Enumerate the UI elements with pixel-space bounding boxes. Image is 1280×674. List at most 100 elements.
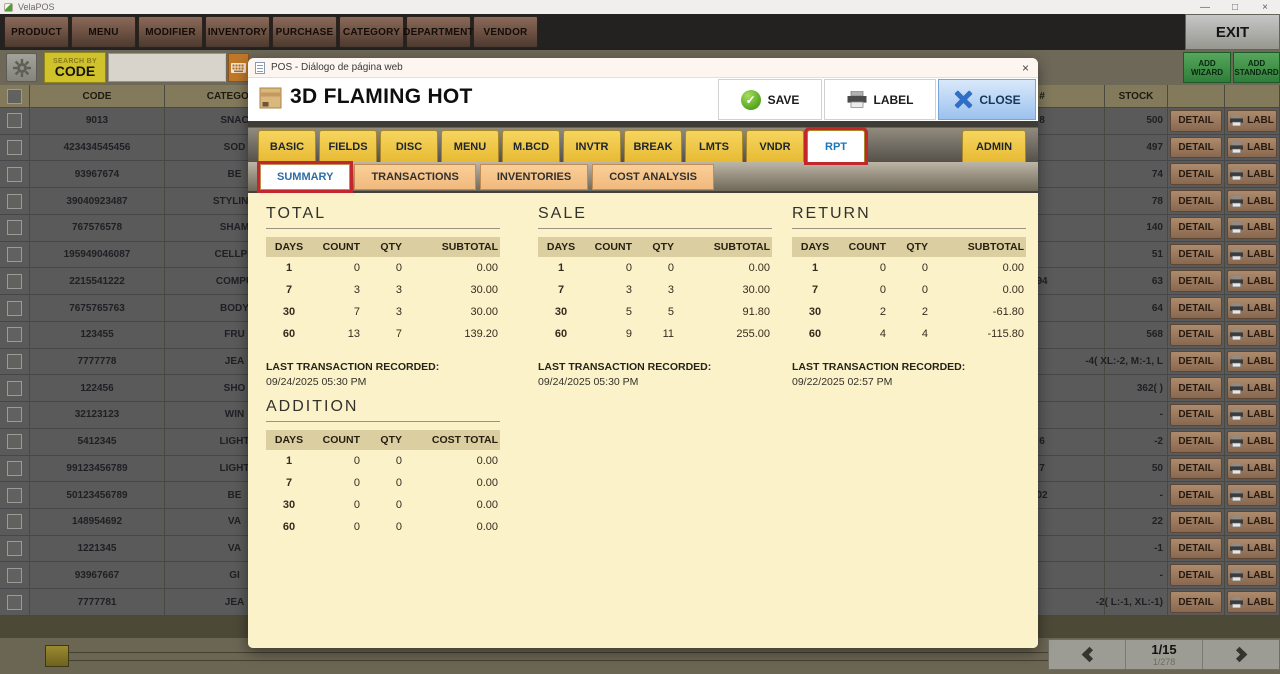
prev-page-button[interactable] (1049, 640, 1126, 669)
row-checkbox[interactable] (7, 380, 22, 396)
detail-button[interactable]: DETAIL (1170, 110, 1222, 132)
tab-admin[interactable]: ADMIN (962, 130, 1026, 162)
row-checkbox[interactable] (7, 113, 22, 129)
label-button[interactable]: LABL (1227, 136, 1277, 159)
detail-button[interactable]: DETAIL (1170, 270, 1222, 293)
subtab-summary[interactable]: SUMMARY (260, 163, 351, 190)
detail-button[interactable]: DETAIL (1170, 377, 1222, 400)
label-button[interactable]: LABL (1227, 484, 1277, 507)
menu-item-vendor[interactable]: VENDOR (473, 16, 538, 48)
label-button[interactable]: LABL (1227, 404, 1277, 426)
row-checkbox[interactable] (7, 460, 22, 476)
save-button[interactable]: ✓ SAVE (718, 79, 822, 120)
detail-button[interactable]: DETAIL (1170, 297, 1222, 319)
row-stock: -4( XL:-2, M:-1, L (1085, 348, 1168, 375)
settings-button[interactable] (6, 53, 37, 82)
label-button[interactable]: LABL (1227, 511, 1277, 533)
next-page-button[interactable] (1203, 640, 1279, 669)
label-button[interactable]: LABL (1227, 323, 1277, 346)
detail-button[interactable]: DETAIL (1170, 591, 1222, 613)
menu-item-purchase[interactable]: PURCHASE (272, 16, 337, 48)
row-checkbox[interactable] (7, 434, 22, 450)
add-standard-button[interactable]: ADD STANDARD (1233, 52, 1280, 83)
detail-button[interactable]: DETAIL (1170, 537, 1222, 560)
label-button[interactable]: LABL (1227, 110, 1277, 132)
menu-item-modifier[interactable]: MODIFIER (138, 16, 203, 48)
tab-menu[interactable]: MENU (441, 130, 499, 162)
tab-invtr[interactable]: INVTR (563, 130, 621, 162)
label-button[interactable]: LABL (1227, 430, 1277, 453)
row-checkbox[interactable] (7, 300, 22, 316)
row-checkbox[interactable] (7, 247, 22, 263)
tab-fields[interactable]: FIELDS (319, 130, 377, 162)
label-button[interactable]: LABL (1227, 377, 1277, 400)
label-button[interactable]: LABL (1227, 350, 1277, 373)
dialog-close-icon[interactable]: × (1021, 60, 1029, 75)
detail-button[interactable]: DETAIL (1170, 216, 1222, 239)
detail-button[interactable]: DETAIL (1170, 457, 1222, 480)
row-checkbox[interactable] (7, 353, 22, 369)
detail-button[interactable]: DETAIL (1170, 136, 1222, 159)
row-checkbox[interactable] (7, 487, 22, 503)
menu-item-department[interactable]: DEPARTMENT (403, 16, 474, 48)
detail-button[interactable]: DETAIL (1170, 163, 1222, 186)
row-checkbox[interactable] (7, 567, 22, 583)
tab-lmts[interactable]: LMTS (685, 130, 743, 162)
label-button[interactable]: LABL (1227, 297, 1277, 319)
label-button[interactable]: LABL (1227, 564, 1277, 587)
tab-break[interactable]: BREAK (624, 130, 682, 162)
detail-button[interactable]: DETAIL (1170, 430, 1222, 453)
menu-item-inventory[interactable]: INVENTORY (205, 16, 270, 48)
label-button[interactable]: LABL (1227, 270, 1277, 293)
row-checkbox[interactable] (7, 327, 22, 343)
label-button[interactable]: LABL (1227, 591, 1277, 613)
tab-vndr[interactable]: VNDR (746, 130, 804, 162)
subtab-cost-analysis[interactable]: COST ANALYSIS (592, 163, 715, 190)
close-icon[interactable]: × (1262, 1, 1268, 13)
row-checkbox[interactable] (7, 514, 22, 530)
keyboard-button[interactable] (228, 53, 249, 82)
select-all-checkbox[interactable] (7, 88, 22, 104)
detail-button[interactable]: DETAIL (1170, 484, 1222, 507)
detail-button[interactable]: DETAIL (1170, 350, 1222, 373)
tab-m-bcd[interactable]: M.BCD (502, 130, 560, 162)
add-wizard-button[interactable]: ADD WIZARD (1183, 52, 1231, 83)
subtab-inventories[interactable]: INVENTORIES (479, 163, 589, 190)
tab-rpt[interactable]: RPT (807, 130, 865, 162)
row-checkbox[interactable] (7, 594, 22, 610)
label-button[interactable]: LABL (1227, 216, 1277, 239)
detail-button[interactable]: DETAIL (1170, 404, 1222, 426)
row-checkbox[interactable] (7, 273, 22, 289)
menu-item-product[interactable]: PRODUCT (4, 16, 69, 48)
row-checkbox[interactable] (7, 220, 22, 236)
row-checkbox[interactable] (7, 166, 22, 182)
label-button[interactable]: LABL (1227, 163, 1277, 186)
detail-button[interactable]: DETAIL (1170, 323, 1222, 346)
detail-button[interactable]: DETAIL (1170, 511, 1222, 533)
detail-button[interactable]: DETAIL (1170, 243, 1222, 266)
row-checkbox[interactable] (7, 541, 22, 557)
scroll-handle[interactable] (45, 645, 69, 667)
maximize-icon[interactable]: □ (1231, 1, 1239, 13)
row-checkbox[interactable] (7, 407, 22, 423)
row-checkbox[interactable] (7, 140, 22, 156)
label-button[interactable]: LABL (1227, 457, 1277, 480)
detail-button[interactable]: DETAIL (1170, 190, 1222, 212)
menu-item-category[interactable]: CATEGORY (339, 16, 404, 48)
scroll-track[interactable] (57, 652, 1088, 662)
tab-disc[interactable]: DISC (380, 130, 438, 162)
row-checkbox[interactable] (7, 193, 22, 209)
label-print-button[interactable]: LABEL (824, 79, 936, 120)
detail-button[interactable]: DETAIL (1170, 564, 1222, 587)
search-by-code-button[interactable]: SEARCH BY CODE (44, 52, 106, 83)
label-button[interactable]: LABL (1227, 190, 1277, 212)
tab-basic[interactable]: BASIC (258, 130, 316, 162)
menu-item-menu[interactable]: MENU (71, 16, 136, 48)
search-input[interactable] (108, 53, 226, 82)
close-button[interactable]: CLOSE (938, 79, 1036, 120)
subtab-transactions[interactable]: TRANSACTIONS (354, 163, 476, 190)
minimize-icon[interactable]: — (1200, 1, 1210, 13)
exit-button[interactable]: EXIT (1185, 14, 1280, 50)
label-button[interactable]: LABL (1227, 243, 1277, 266)
label-button[interactable]: LABL (1227, 537, 1277, 560)
